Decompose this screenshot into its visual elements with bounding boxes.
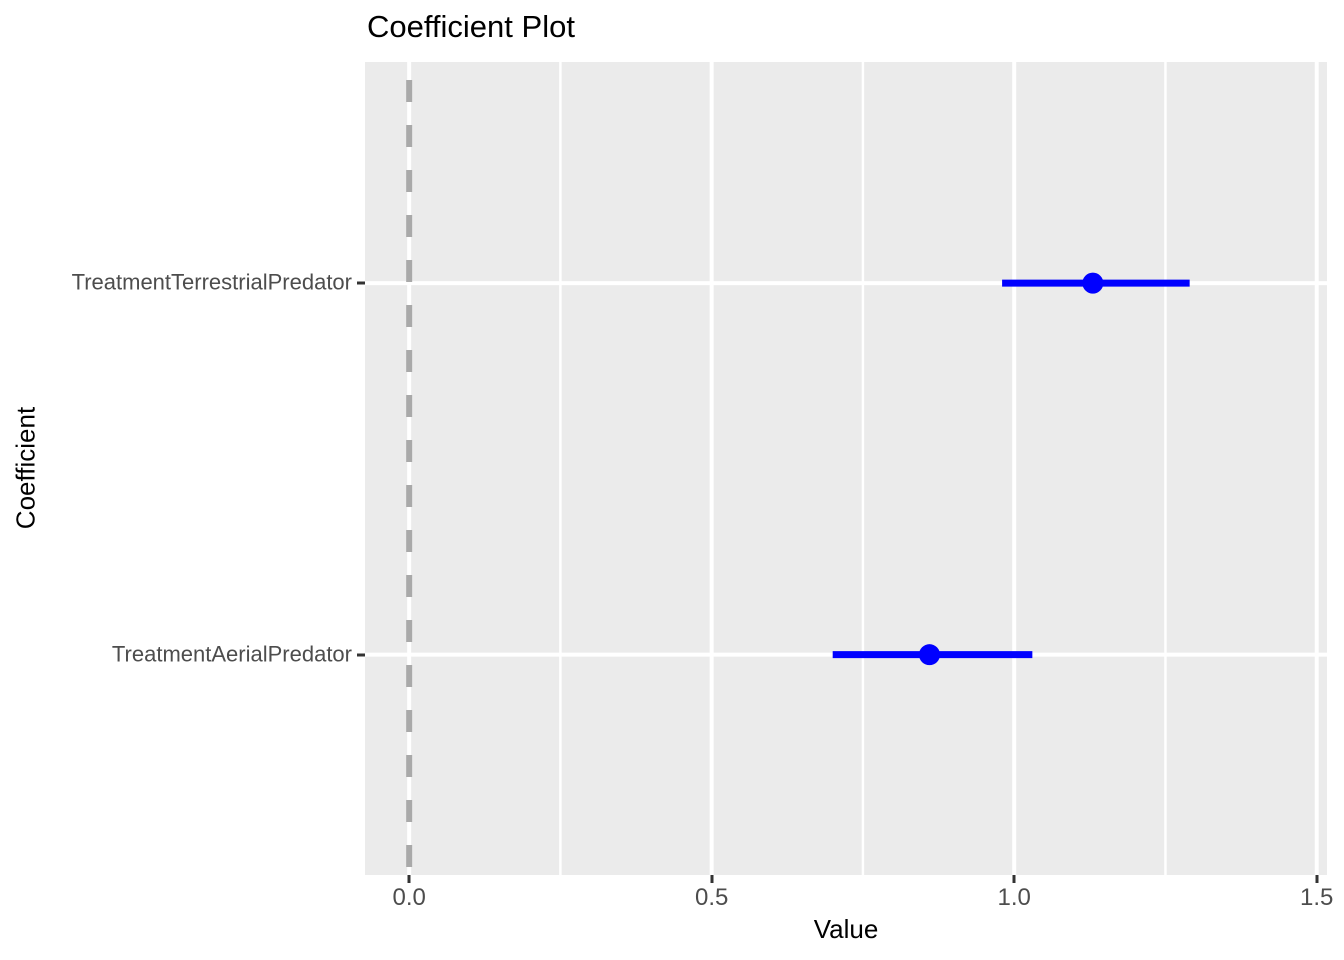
estimate-point bbox=[1082, 272, 1104, 294]
x-tick-mark bbox=[407, 875, 411, 883]
x-tick-mark bbox=[1012, 875, 1016, 883]
y-tick-mark bbox=[357, 281, 365, 285]
x-tick-mark bbox=[710, 875, 714, 883]
x-axis-title: Value bbox=[813, 914, 879, 944]
x-tick-label-1: 0.5 bbox=[694, 884, 729, 911]
plot-panel bbox=[365, 62, 1327, 875]
y-axis-title: Coefficient bbox=[10, 406, 41, 530]
y-tick-label-aerial: TreatmentAerialPredator bbox=[111, 641, 352, 667]
x-tick-label-0: 0.0 bbox=[392, 884, 426, 911]
estimate-point bbox=[918, 644, 940, 666]
x-tick-mark bbox=[1315, 875, 1319, 883]
y-tick-label-terrestrial: TreatmentTerrestrialPredator bbox=[71, 269, 352, 295]
y-tick-mark bbox=[357, 653, 365, 657]
chart-title: Coefficient Plot bbox=[367, 9, 575, 44]
x-tick-label-3: 1.5 bbox=[1300, 884, 1334, 911]
x-tick-label-2: 1.0 bbox=[997, 884, 1031, 911]
